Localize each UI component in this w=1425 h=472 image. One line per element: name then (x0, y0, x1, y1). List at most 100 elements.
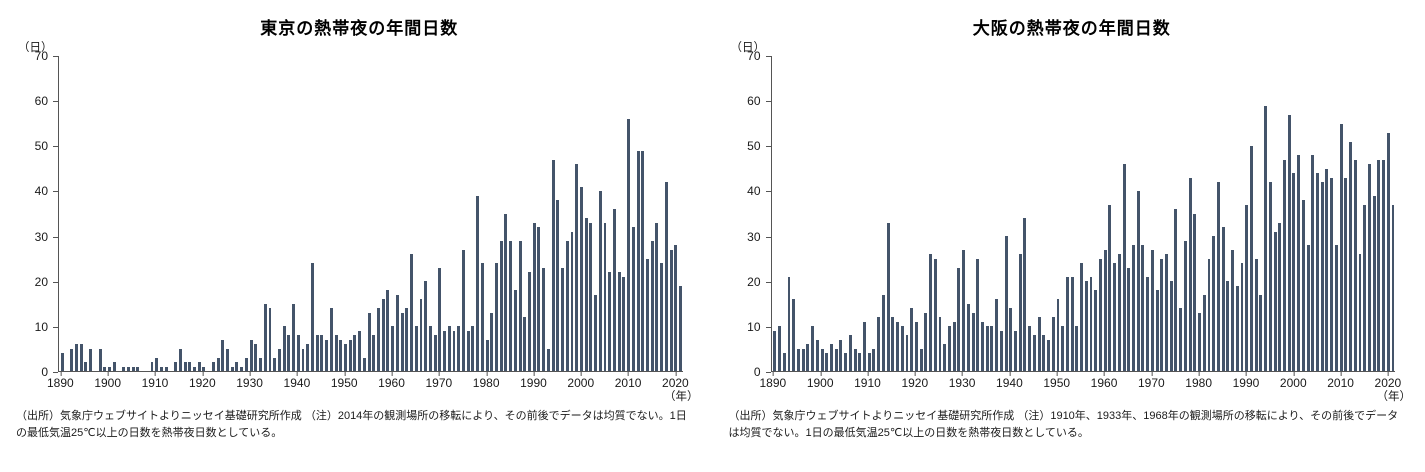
bar (230, 56, 235, 371)
x-axis: （年） 1890 1900 1910 1920 1930 1940 1950 1960 1970… (760, 372, 1411, 406)
bar (376, 56, 381, 371)
y-tick-label: 20 (16, 276, 58, 288)
y-tick-label: 30 (16, 231, 58, 243)
source-note: （出所）気象庁ウェブサイトよりニッセイ基礎研究所作成 （注）2014年の観測場所… (16, 410, 687, 440)
bar (329, 56, 334, 371)
bar (69, 56, 74, 371)
bar (1240, 56, 1245, 371)
y-tick-label: 60 (729, 95, 771, 107)
bar (1065, 56, 1070, 371)
bar (971, 56, 976, 371)
bar (579, 56, 584, 371)
bar (589, 56, 594, 371)
bar (522, 56, 527, 371)
bar (914, 56, 919, 371)
bar (102, 56, 107, 371)
bar (452, 56, 457, 371)
x-tick-label: 1960 (1090, 372, 1118, 390)
bar (305, 56, 310, 371)
bar (1018, 56, 1023, 371)
x-tick-label: 2010 (1327, 372, 1354, 390)
bar (631, 56, 636, 371)
bar (1320, 56, 1325, 371)
bar (1273, 56, 1278, 371)
bar (938, 56, 943, 371)
bar (348, 56, 353, 371)
plot-area (770, 56, 1395, 372)
bar (1089, 56, 1094, 371)
bar (1348, 56, 1353, 371)
bar (659, 56, 664, 371)
x-tick-label: 1970 (1137, 372, 1165, 390)
bar (433, 56, 438, 371)
bar (324, 56, 329, 371)
bar (612, 56, 617, 371)
x-tick-label: 1910 (854, 372, 881, 390)
bar (466, 56, 471, 371)
x-tick-label: 1930 (236, 372, 263, 390)
bar (1367, 56, 1372, 371)
bar (824, 56, 829, 371)
bar (1211, 56, 1216, 371)
bar (994, 56, 999, 371)
bar (263, 56, 268, 371)
bar (791, 56, 796, 371)
bar (1169, 56, 1174, 371)
bar (806, 56, 811, 371)
y-axis-unit-label: （日） (730, 42, 766, 54)
bar (546, 56, 551, 371)
x-tick-label: 2020 (662, 372, 689, 390)
bar (1353, 56, 1358, 371)
bar (74, 56, 79, 371)
bar (1192, 56, 1197, 371)
bar (1079, 56, 1084, 371)
bar (834, 56, 839, 371)
bar (456, 56, 461, 371)
chart-panel-tokyo: 東京の熱帯夜の年間日数 （日） 0 10 20 30 40 50 60 70 （年） 1890… (0, 14, 713, 472)
bar (584, 56, 589, 371)
chart-body: （日） 0 10 20 30 40 50 60 70 （年） 1890 1900 1910 1920… (729, 42, 1416, 406)
bar (338, 56, 343, 371)
bar (107, 56, 112, 371)
bar (202, 56, 207, 371)
bar (1174, 56, 1179, 371)
bar (362, 56, 367, 371)
y-tick-label: 70 (16, 50, 58, 62)
bar (1141, 56, 1146, 371)
bar (848, 56, 853, 371)
bar (636, 56, 641, 371)
bar (1334, 56, 1339, 371)
bar (1310, 56, 1315, 371)
bar (301, 56, 306, 371)
chart-body: （日） 0 10 20 30 40 50 60 70 （年） 1890 1900 1910 1920… (16, 42, 703, 406)
y-tick-label: 30 (729, 231, 771, 243)
bar (1282, 56, 1287, 371)
bar (192, 56, 197, 371)
x-tick-label: 1890 (47, 372, 74, 390)
bar (381, 56, 386, 371)
bar (598, 56, 603, 371)
x-tick-label: 1970 (425, 372, 453, 390)
bar (386, 56, 391, 371)
y-tick-label: 10 (16, 321, 58, 333)
bar (272, 56, 277, 371)
bar (494, 56, 499, 371)
x-tick-label: 1910 (141, 372, 169, 390)
bar (1056, 56, 1061, 371)
bar (565, 56, 570, 371)
y-tick-label: 60 (16, 95, 58, 107)
bar (1315, 56, 1320, 371)
bar (1108, 56, 1113, 371)
x-tick-label: 1990 (520, 372, 547, 390)
x-tick-label: 1950 (1043, 372, 1071, 390)
bar (136, 56, 141, 371)
x-tick-label: 1940 (283, 372, 311, 390)
bar (1126, 56, 1131, 371)
bar (164, 56, 169, 371)
bar (249, 56, 254, 371)
x-tick-label: 1980 (472, 372, 500, 390)
bar (183, 56, 188, 371)
bar (919, 56, 924, 371)
bar (1343, 56, 1348, 371)
bar (1287, 56, 1292, 371)
